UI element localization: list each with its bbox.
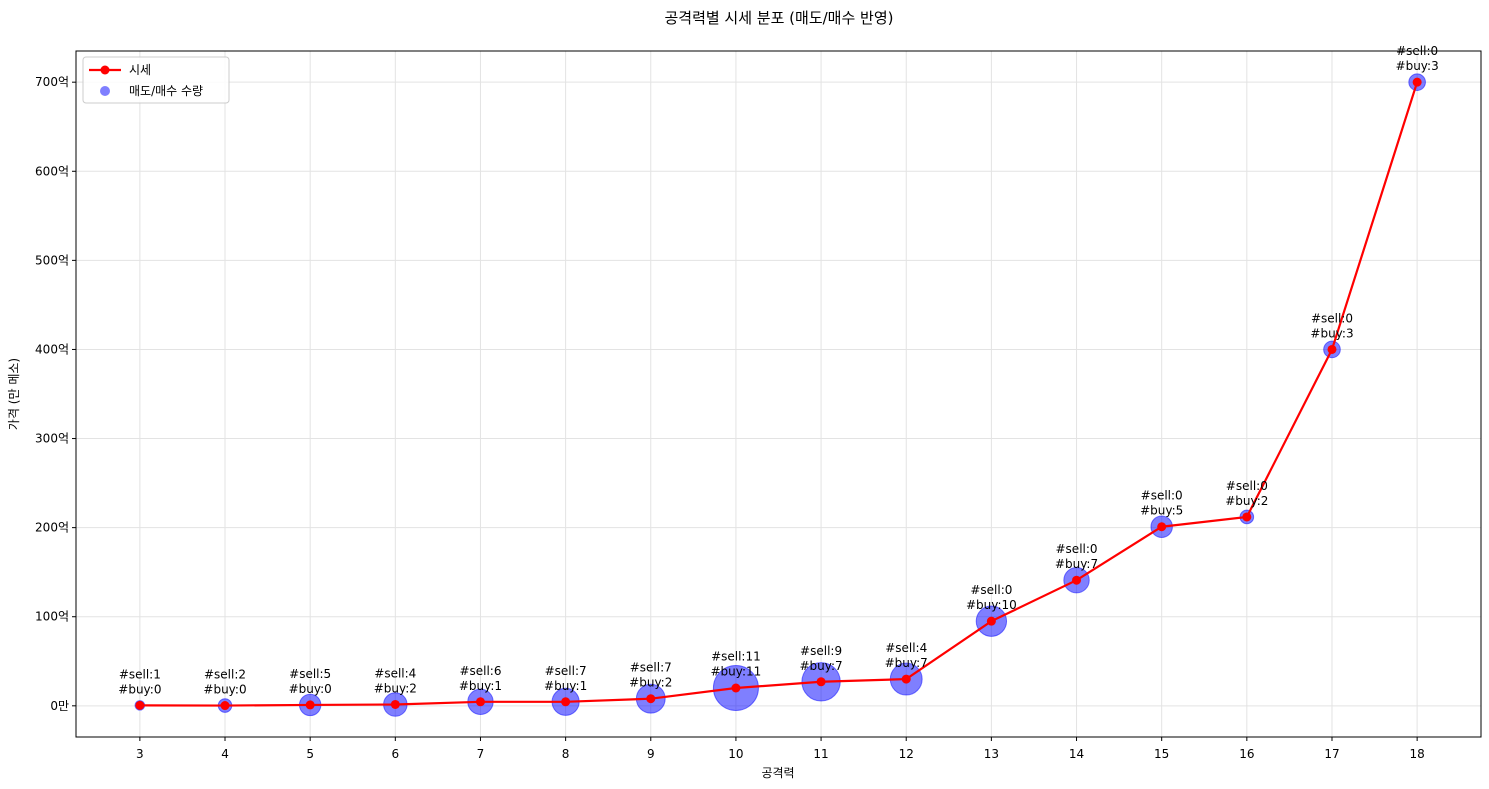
y-tick-label: 0만	[50, 699, 69, 713]
point-annotation: #sell:0 #buy:10	[966, 583, 1017, 612]
price-point	[561, 697, 571, 707]
price-point	[646, 694, 656, 704]
point-annotation: #sell:5 #buy:0	[289, 667, 332, 696]
price-point	[986, 616, 996, 626]
legend-box	[82, 56, 230, 104]
y-tick-label: 300억	[35, 432, 69, 446]
annotations: #sell:1 #buy:0 #sell:2 #buy:0 #sell:5 #buy:0 #…	[118, 44, 1438, 696]
point-annotation: #sell:7 #buy:2	[629, 661, 672, 690]
price-point	[1157, 522, 1167, 532]
price-point	[1412, 77, 1422, 87]
x-tick-label: 17	[1324, 747, 1339, 761]
chart-title: 공격력별 시세 분포 (매도/매수 반영)	[664, 9, 893, 27]
price-point	[390, 699, 400, 709]
point-annotation: #sell:7 #buy:1	[544, 664, 587, 693]
x-tick-label: 14	[1069, 747, 1084, 761]
x-tick-label: 15	[1154, 747, 1169, 761]
y-tick-label: 200억	[35, 521, 69, 535]
legend-line-marker	[100, 65, 110, 75]
point-annotation: #sell:9 #buy:7	[799, 644, 842, 673]
price-point	[305, 700, 315, 710]
x-tick-label: 5	[306, 747, 314, 761]
point-annotation: #sell:2 #buy:0	[203, 668, 246, 697]
legend: 시세 매도/매수 수량	[82, 56, 230, 104]
point-annotation: #sell:1 #buy:0	[118, 667, 161, 696]
price-point	[475, 697, 485, 707]
y-tick-label: 500억	[35, 253, 69, 267]
point-annotation: #sell:11 #buy:11	[711, 650, 762, 679]
x-tick-label: 16	[1239, 747, 1254, 761]
y-tick-label: 400억	[35, 342, 69, 356]
price-points	[135, 77, 1422, 711]
price-point	[1242, 512, 1252, 522]
x-tick-label: 18	[1409, 747, 1424, 761]
legend-label-price: 시세	[129, 63, 151, 77]
y-axis-label: 가격 (만 메소)	[7, 358, 21, 430]
legend-bubble-swatch	[100, 86, 110, 96]
legend-label-volume: 매도/매수 수량	[129, 84, 203, 98]
x-tick-label: 9	[647, 747, 655, 761]
x-tick-label: 13	[984, 747, 999, 761]
x-tick-label: 6	[391, 747, 399, 761]
x-tick-label: 12	[899, 747, 914, 761]
x-tick-label: 11	[813, 747, 828, 761]
x-axis: 3 4 5 6 7 8 9 10 11 12 13 14 15 16 17 18	[136, 737, 1425, 761]
y-tick-label: 700억	[35, 75, 69, 89]
x-tick-label: 3	[136, 747, 144, 761]
point-annotation: #sell:4 #buy:2	[374, 666, 417, 695]
point-annotation: #sell:0 #buy:3	[1310, 311, 1353, 340]
price-point	[220, 701, 230, 711]
y-axis: 0만 100억 200억 300억 400억 500억 600억 700억	[35, 75, 76, 713]
bubble-series	[134, 73, 1426, 717]
price-point	[1327, 344, 1337, 354]
x-tick-label: 7	[477, 747, 485, 761]
y-tick-label: 100억	[35, 610, 69, 624]
price-point	[135, 700, 145, 710]
grid	[76, 51, 1481, 737]
price-point	[816, 677, 826, 687]
price-point	[731, 683, 741, 693]
point-annotation: #sell:0 #buy:7	[1055, 542, 1098, 571]
price-point	[901, 674, 911, 684]
point-annotation: #sell:0 #buy:3	[1396, 44, 1439, 73]
y-tick-label: 600억	[35, 164, 69, 178]
point-annotation: #sell:6 #buy:1	[459, 664, 502, 693]
x-axis-label: 공격력	[761, 766, 794, 780]
x-tick-label: 10	[728, 747, 743, 761]
price-point	[1072, 575, 1082, 585]
point-annotation: #sell:0 #buy:2	[1225, 479, 1268, 508]
plot-frame	[75, 50, 1482, 738]
point-annotation: #sell:4 #buy:7	[885, 641, 928, 670]
price-line	[139, 81, 1419, 707]
x-tick-label: 8	[562, 747, 570, 761]
point-annotation: #sell:0 #buy:5	[1140, 489, 1183, 518]
x-tick-label: 4	[221, 747, 229, 761]
